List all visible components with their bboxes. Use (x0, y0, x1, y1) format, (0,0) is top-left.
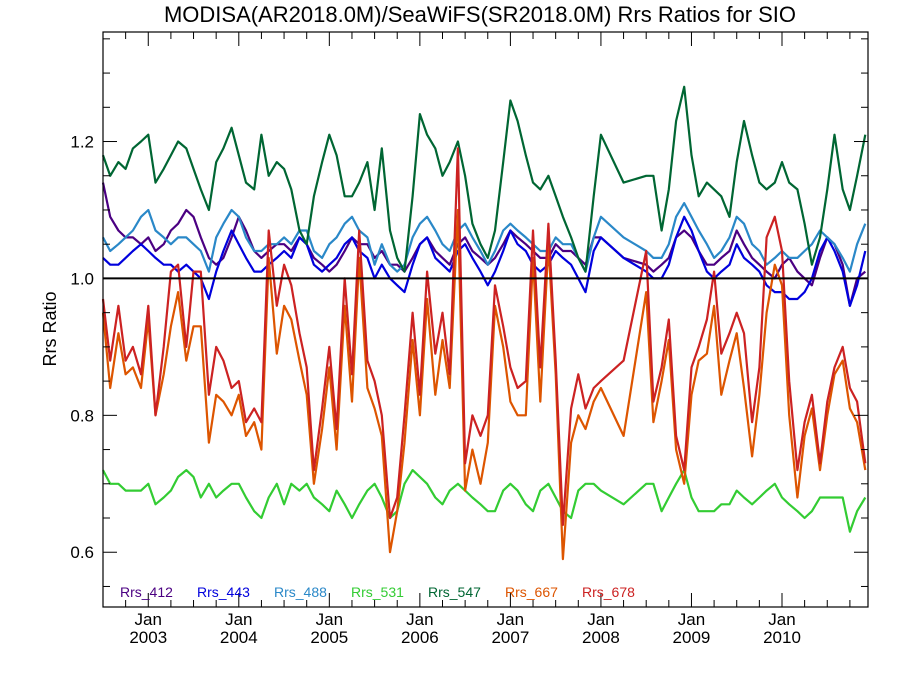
legend-entry-rrs-678: Rrs_678 (582, 584, 635, 600)
legend-entry-rrs-547: Rrs_547 (428, 584, 481, 600)
ticks-layer: 0.60.81.01.2Jan2003Jan2004Jan2005Jan2006… (70, 32, 868, 647)
series-layer (101, 85, 867, 561)
series-line-rrs-443 (102, 215, 867, 307)
y-tick-label: 1.2 (70, 133, 94, 152)
x-tick-label-year: 2007 (491, 628, 529, 647)
x-tick-label-month: Jan (678, 610, 705, 629)
y-axis-label: Rrs Ratio (40, 291, 60, 366)
legend-entry-rrs-531: Rrs_531 (351, 584, 404, 600)
x-tick-label-month: Jan (406, 610, 433, 629)
x-tick-label-month: Jan (135, 610, 162, 629)
legend-entry-rrs-488: Rrs_488 (274, 584, 327, 600)
x-tick-label-year: 2010 (763, 628, 801, 647)
x-tick-label-month: Jan (587, 610, 614, 629)
x-tick-label-month: Jan (497, 610, 524, 629)
series-line-rrs-531 (102, 469, 867, 533)
x-tick-label-year: 2009 (673, 628, 711, 647)
y-tick-label: 0.8 (70, 406, 94, 425)
x-tick-label-year: 2008 (582, 628, 620, 647)
x-tick-label-month: Jan (225, 610, 252, 629)
series-line-rrs-678 (101, 147, 867, 527)
x-tick-label-month: Jan (768, 610, 795, 629)
x-tick-label-year: 2003 (129, 628, 167, 647)
x-tick-label-month: Jan (316, 610, 343, 629)
series-line-rrs-412 (101, 182, 867, 307)
legend-entry-rrs-667: Rrs_667 (505, 584, 558, 600)
series-line-rrs-667 (101, 208, 867, 561)
x-tick-label-year: 2005 (310, 628, 348, 647)
legend-entry-rrs-412: Rrs_412 (120, 584, 173, 600)
legend-entry-rrs-443: Rrs_443 (197, 584, 250, 600)
y-tick-label: 0.6 (70, 543, 94, 562)
series-line-rrs-488 (102, 202, 867, 273)
x-tick-label-year: 2006 (401, 628, 439, 647)
y-tick-label: 1.0 (70, 269, 94, 288)
legend: Rrs_412 Rrs_443 Rrs_488 Rrs_531 Rrs_547 Rrs_6… (120, 584, 635, 600)
plot-frame (102, 31, 869, 608)
chart-title: MODISA(AR2018.0M)/SeaWiFS(SR2018.0M) Rrs… (164, 2, 796, 27)
series-line-rrs-547 (101, 85, 867, 273)
x-tick-label-year: 2004 (220, 628, 258, 647)
